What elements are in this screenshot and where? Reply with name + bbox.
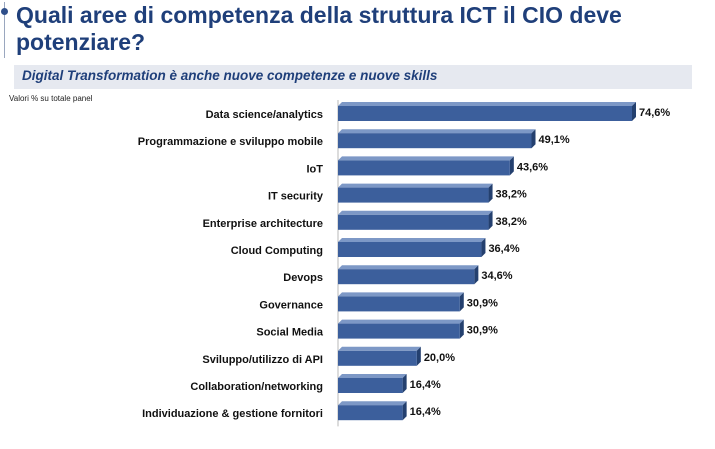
value-label: 49,1%	[539, 134, 570, 146]
bar	[338, 269, 475, 285]
bar	[338, 133, 532, 149]
bullet-icon	[1, 8, 8, 15]
bar-top	[338, 401, 407, 406]
category-label: Cloud Computing	[231, 245, 323, 257]
category-label: Individuazione & gestione fornitori	[142, 408, 323, 420]
bar-top	[338, 156, 514, 161]
category-label: Enterprise architecture	[203, 218, 323, 230]
bar-top	[338, 374, 407, 378]
value-label: 30,9%	[467, 325, 498, 337]
category-label: Data science/analytics	[206, 109, 323, 121]
value-label: 16,4%	[410, 379, 441, 391]
bar-side	[632, 102, 636, 121]
category-label: Governance	[259, 299, 323, 311]
bar-side	[459, 319, 464, 339]
value-label: 43,6%	[517, 161, 548, 173]
bar-group	[338, 292, 464, 312]
bar	[338, 242, 482, 257]
page-title: Quali aree di competenza della struttura…	[16, 2, 622, 55]
bar-side	[402, 401, 407, 421]
bar-side	[488, 210, 493, 230]
bar-side	[481, 238, 486, 257]
bar	[338, 214, 489, 230]
bar-group	[338, 265, 479, 285]
category-label: IoT	[307, 163, 324, 175]
bar-top	[338, 265, 479, 270]
bar-top	[338, 346, 421, 351]
subtitle-band	[14, 65, 692, 89]
bar	[338, 378, 403, 393]
bar-top	[338, 319, 464, 324]
value-label: 16,4%	[410, 406, 441, 418]
bar-top	[338, 238, 486, 242]
bar-side	[416, 346, 421, 366]
value-label: 34,6%	[481, 270, 512, 282]
bar-group	[338, 129, 536, 149]
bar	[338, 160, 510, 176]
bar	[338, 350, 417, 366]
bar-top	[338, 210, 493, 215]
bar-group	[338, 102, 636, 121]
bar-group	[338, 374, 407, 393]
bar-group	[338, 401, 407, 421]
bar-side	[474, 265, 479, 285]
value-label: 38,2%	[496, 216, 527, 228]
value-label: 30,9%	[467, 297, 498, 309]
category-label: Devops	[283, 272, 323, 284]
bar-group	[338, 183, 493, 203]
value-label: 74,6%	[639, 107, 670, 119]
value-label: 20,0%	[424, 352, 455, 364]
category-label: IT security	[268, 191, 324, 203]
bar-side	[531, 129, 536, 149]
bar-group	[338, 156, 514, 176]
bar-side	[459, 292, 464, 312]
bar	[338, 187, 489, 203]
bar-top	[338, 292, 464, 297]
bar-group	[338, 210, 493, 230]
page-subtitle: Digital Transformation è anche nuove com…	[22, 68, 438, 83]
bar-side	[488, 183, 493, 203]
value-label: 38,2%	[496, 189, 527, 201]
chart-note: Valori % su totale panel	[9, 94, 93, 103]
title-rule	[4, 2, 5, 58]
bar-top	[338, 183, 493, 188]
category-label: Programmazione e sviluppo mobile	[138, 136, 323, 148]
bar-chart: Data science/analytics 74,6% Programmazion…	[138, 100, 670, 427]
category-label: Social Media	[256, 327, 324, 339]
bar	[338, 296, 460, 312]
bar-side	[402, 374, 407, 393]
bar-group	[338, 238, 486, 257]
bar-top	[338, 129, 536, 134]
bar	[338, 323, 460, 339]
bar	[338, 405, 403, 421]
bar-group	[338, 319, 464, 339]
bar-group	[338, 346, 421, 366]
bar-top	[338, 102, 636, 106]
title-area: Quali aree di competenza della struttura…	[0, 0, 715, 62]
value-label: 36,4%	[488, 243, 519, 255]
bar-side	[509, 156, 514, 176]
bar	[338, 106, 632, 121]
category-label: Collaboration/networking	[190, 381, 323, 393]
category-label: Sviluppo/utilizzo di API	[202, 354, 323, 366]
